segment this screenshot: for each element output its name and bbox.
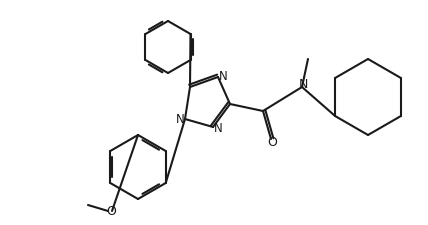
Text: N: N xyxy=(175,113,184,126)
Text: N: N xyxy=(214,122,223,135)
Text: O: O xyxy=(267,136,277,149)
Text: N: N xyxy=(219,70,227,83)
Text: O: O xyxy=(106,205,116,218)
Text: N: N xyxy=(298,78,308,91)
